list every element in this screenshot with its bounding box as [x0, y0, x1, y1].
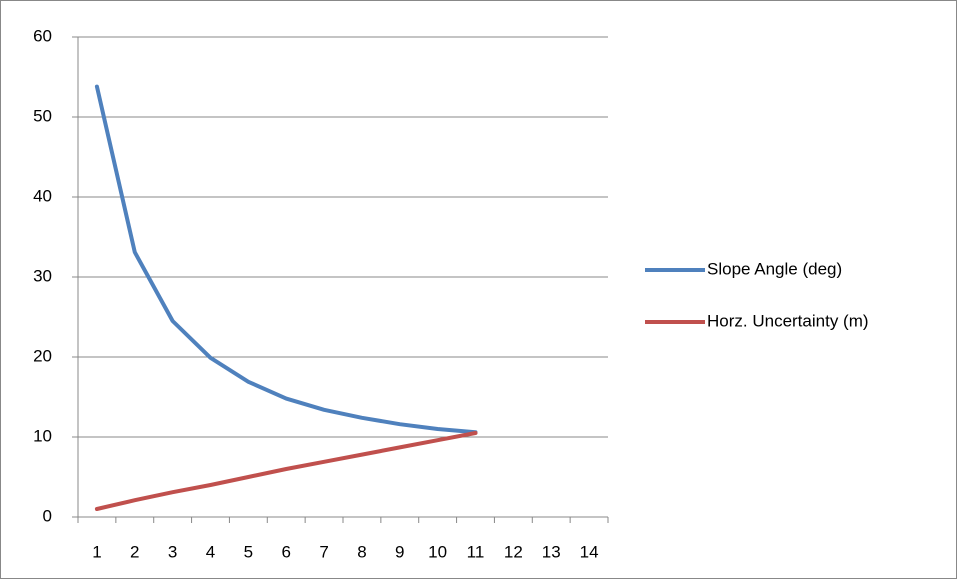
x-tick-label: 2 [130, 542, 139, 561]
x-tick-label: 8 [357, 542, 366, 561]
x-tick-label: 5 [244, 542, 253, 561]
legend-label: Horz. Uncertainty (m) [707, 311, 869, 330]
x-tick-label: 6 [281, 542, 290, 561]
y-tick-label: 50 [33, 106, 52, 125]
x-tick-label: 3 [168, 542, 177, 561]
x-tick-label: 14 [580, 542, 599, 561]
y-tick-label: 30 [33, 266, 52, 285]
y-tick-label: 20 [33, 346, 52, 365]
series-line [94, 84, 478, 435]
x-tick-label: 11 [467, 542, 485, 561]
x-tick-label: 4 [206, 542, 215, 561]
x-tick-label: 12 [504, 542, 523, 561]
y-tick-label: 10 [33, 426, 52, 445]
x-tick-label: 7 [319, 542, 328, 561]
y-tick-label: 60 [33, 26, 52, 45]
x-tick-label: 1 [92, 542, 101, 561]
x-tick-label: 9 [395, 542, 404, 561]
x-tick-label: 13 [542, 542, 561, 561]
legend-label: Slope Angle (deg) [707, 259, 842, 278]
series-line [94, 431, 478, 511]
x-tick-label: 10 [428, 542, 447, 561]
y-tick-label: 0 [43, 506, 52, 525]
y-tick-label: 40 [33, 186, 52, 205]
